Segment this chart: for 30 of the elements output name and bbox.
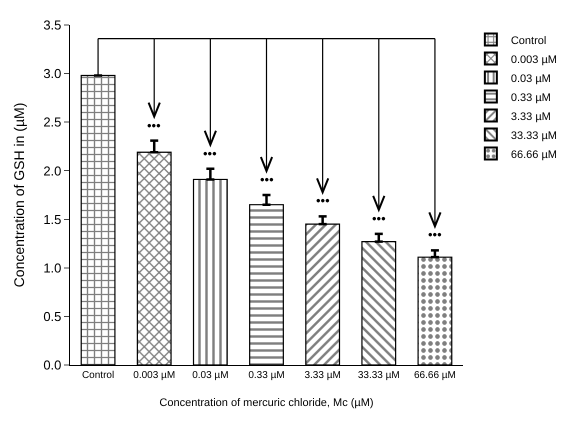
- y-tick-label: 3.0: [43, 66, 62, 82]
- text: 3.33 µM: [510, 110, 551, 123]
- x-tick-label: 33.33 µM: [358, 370, 400, 381]
- annotation: •••: [372, 211, 386, 226]
- y-tick-label: 2.0: [43, 163, 62, 178]
- y-tick-label: 0.0: [43, 358, 62, 373]
- text: 0.03 µM: [510, 72, 551, 85]
- annotation: •••: [147, 118, 162, 133]
- text: 33.33 µM: [510, 130, 557, 142]
- x-axis-title: Concentration of mercuric chloride, Mc (µM): [159, 397, 374, 410]
- y-tick-label: 3.5: [43, 18, 62, 33]
- x-tick-label: 0.003 µM: [133, 370, 176, 381]
- annotation: •••: [428, 227, 442, 242]
- x-tick-label: 0.03 µM: [192, 370, 229, 381]
- annotation: •••: [203, 146, 218, 161]
- text: Control: [510, 34, 546, 47]
- text: 0.33 µM: [510, 92, 551, 104]
- y-tick-label: 1.5: [43, 212, 62, 227]
- annotation: •••: [260, 172, 274, 187]
- x-tick-label: 3.33 µM: [304, 370, 341, 381]
- y-axis-title: Concentration of GSH in (µM): [10, 102, 27, 288]
- text: 66.66 µM: [510, 148, 557, 161]
- y-tick-label: 2.5: [43, 114, 62, 130]
- text: 0.003 µM: [510, 54, 557, 66]
- x-tick-label: 0.33 µM: [248, 370, 285, 381]
- y-tick-label: 1.0: [43, 260, 62, 276]
- y-tick-label: 0.5: [43, 308, 62, 324]
- x-tick-label: 66.66 µM: [414, 370, 456, 381]
- x-tick-label: Control: [82, 370, 114, 381]
- annotation: •••: [316, 193, 330, 208]
